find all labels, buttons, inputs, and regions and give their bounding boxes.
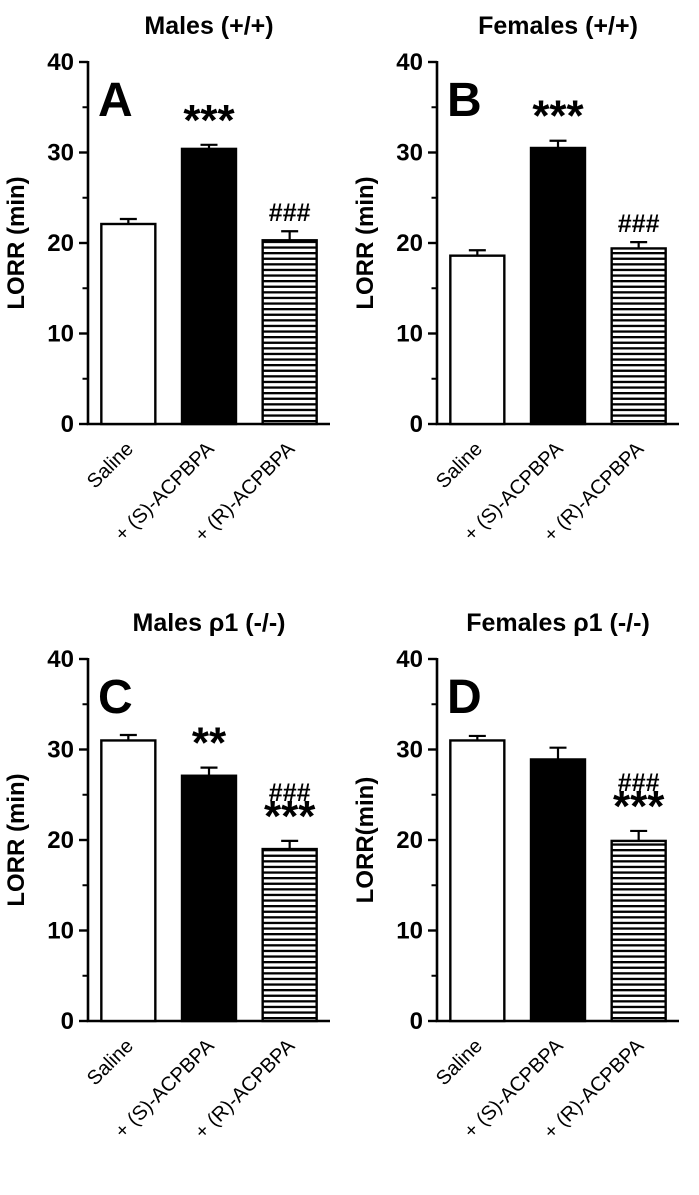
sig-annotation: ** (192, 719, 227, 768)
y-tick-label: 20 (396, 827, 423, 854)
y-tick-label: 10 (396, 321, 423, 348)
y-tick-label: 0 (61, 1008, 74, 1035)
y-tick-label: 20 (47, 230, 74, 257)
sig-annotation: *** (613, 782, 665, 831)
x-tick-label: Saline (83, 438, 138, 493)
y-tick-label: 0 (410, 411, 423, 438)
sig-annotation: *** (183, 96, 235, 145)
panel-females-wt: Females (+/+) LORR (min) 0 10 20 30 40 Saline **… (349, 0, 698, 597)
bar-s-acpbpa (529, 758, 587, 1023)
y-axis-label: LORR (min) (3, 773, 30, 906)
sig-annotation: ### (618, 210, 660, 238)
y-tick-label: 10 (47, 321, 74, 348)
panel-females-rho1-ko: Females ρ1 (-/-) LORR(min) 0 10 20 30 40 Saline… (349, 597, 698, 1194)
bar-r-acpbpa (610, 839, 667, 1023)
sig-annotation: ### (269, 199, 311, 227)
panel-letter: D (447, 671, 482, 724)
panel-males-rho1-ko: Males ρ1 (-/-) LORR (min) 0 10 20 30 40 Saline *… (0, 597, 349, 1194)
panel-title: Males ρ1 (-/-) (133, 609, 286, 637)
x-tick-label: Saline (432, 438, 487, 493)
bar-saline (100, 739, 157, 1023)
bar-r-acpbpa (610, 247, 667, 426)
bar-saline (449, 254, 506, 426)
y-tick-label: 20 (396, 230, 423, 257)
y-tick-label: 40 (47, 646, 74, 673)
y-tick-label: 20 (47, 827, 74, 854)
panel-letter: B (447, 74, 482, 127)
y-tick-label: 0 (61, 411, 74, 438)
y-tick-label: 30 (396, 737, 423, 764)
bar-s-acpbpa (180, 147, 238, 426)
bar-r-acpbpa (261, 847, 318, 1023)
panel-title: Females (+/+) (478, 12, 638, 40)
sig-annotation: *** (532, 92, 584, 141)
bar-r-acpbpa (261, 239, 318, 426)
panel-title: Females ρ1 (-/-) (466, 609, 650, 637)
y-tick-label: 30 (47, 737, 74, 764)
bar-s-acpbpa (180, 774, 238, 1023)
panel-letter: C (98, 671, 133, 724)
x-tick-label: Saline (432, 1035, 487, 1090)
y-tick-label: 40 (396, 49, 423, 76)
y-axis-label: LORR(min) (352, 777, 379, 904)
x-tick-label: Saline (83, 1035, 138, 1090)
bar-saline (100, 222, 157, 426)
y-tick-label: 10 (47, 918, 74, 945)
bar-s-acpbpa (529, 146, 587, 426)
y-tick-label: 10 (396, 918, 423, 945)
sig-annotation: ### (618, 769, 660, 797)
sig-annotation: *** (264, 792, 316, 841)
y-axis-label: LORR (min) (3, 176, 30, 309)
y-tick-label: 40 (396, 646, 423, 673)
y-tick-label: 30 (47, 140, 74, 167)
y-tick-label: 30 (396, 140, 423, 167)
panel-title: Males (+/+) (144, 12, 273, 40)
panel-males-wt: Males (+/+)LORR (min)010203040Saline***+… (0, 0, 349, 597)
y-axis-label: LORR (min) (352, 176, 379, 309)
bar-saline (449, 739, 506, 1023)
y-tick-label: 40 (47, 49, 74, 76)
sig-annotation: ### (269, 779, 311, 807)
y-tick-label: 0 (410, 1008, 423, 1035)
panel-letter: A (98, 74, 133, 127)
